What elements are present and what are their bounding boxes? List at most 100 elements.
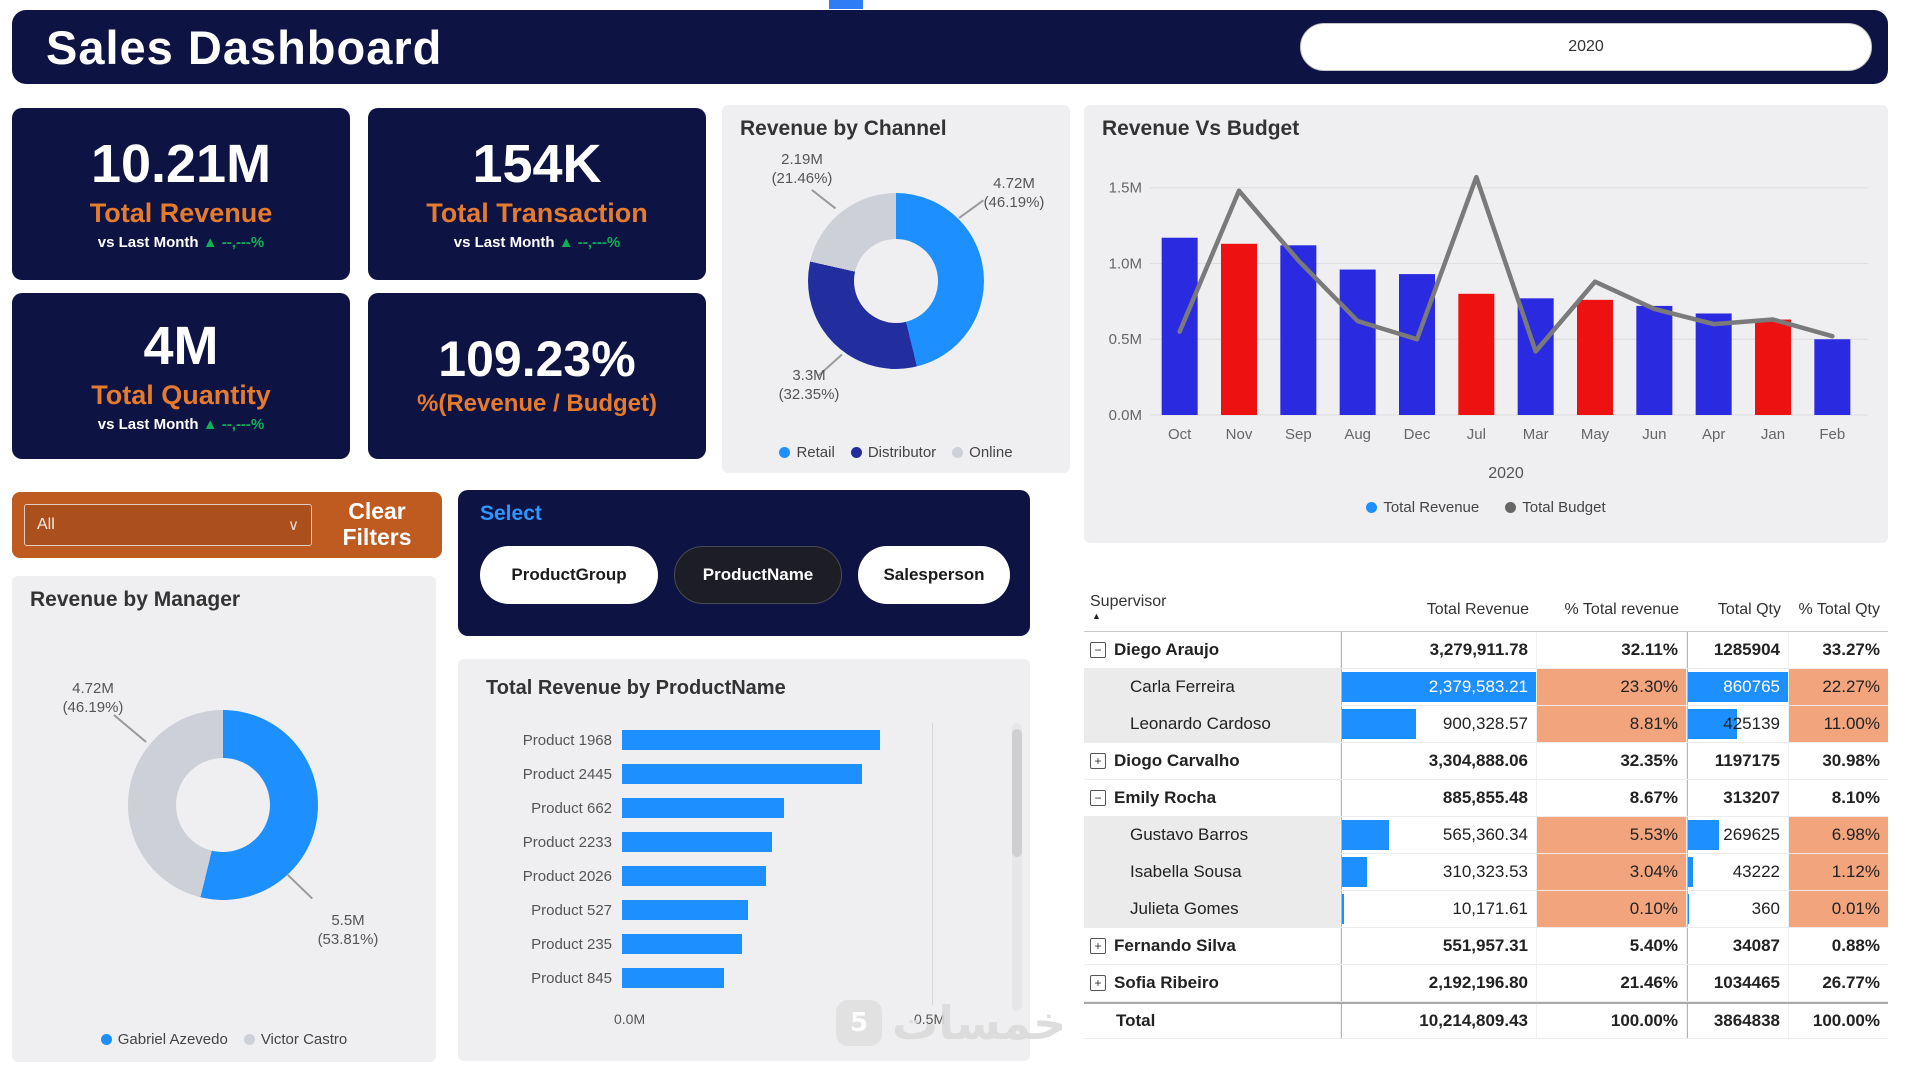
callout-line [811,189,837,209]
header-bar: Sales Dashboard 2020 [12,10,1888,84]
revenue-data-bar [1342,709,1416,739]
supervisor-name-cell: − Emily Rocha [1084,780,1341,816]
qty-data-bar [1688,820,1719,850]
table-row-diego-araujo[interactable]: − Diego Araujo 3,279,911.78 32.11% 128590… [1084,632,1888,669]
table-row-diogo-carvalho[interactable]: + Diogo Carvalho 3,304,888.06 32.35% 1197… [1084,743,1888,780]
table-row-leonardo-cardoso[interactable]: Leonardo Cardoso 900,328.57 8.81% 425139… [1084,706,1888,743]
revenue-vs-budget-chart[interactable]: 0.0M 0.5M 1.0M 1.5M Oct Nov Sep Aug Dec Jul Mar May… [1098,151,1870,463]
donut-hole [854,239,938,323]
product-bar[interactable] [622,791,934,825]
salesperson-name-cell: Isabella Sousa [1084,854,1341,890]
filter-dropdown[interactable]: All ∨ [24,504,312,546]
salesperson-name-cell: Carla Ferreira [1084,669,1341,705]
pct-qty-cell: 0.88% [1831,936,1880,955]
callout-gabriel-azevedo: 5.5M (53.81%) [317,912,379,948]
legend-item-online: Online [952,444,1013,461]
product-label: Product 235 [531,935,612,953]
product-bar[interactable] [622,893,934,927]
svg-text:Mar: Mar [1523,426,1549,443]
svg-text:May: May [1581,426,1610,443]
product-bar[interactable] [622,825,934,859]
column-header-total-revenue[interactable]: Total Revenue [1426,600,1529,618]
product-bar[interactable] [622,927,934,961]
product-bar[interactable] [622,859,934,893]
pct-qty-cell: 26.77% [1822,973,1880,992]
table-header-row: Supervisor ▲ Total Revenue % Total reven… [1084,588,1888,632]
column-header-supervisor[interactable]: Supervisor ▲ [1090,593,1167,621]
slicer-productname-button[interactable]: ProductName [674,546,842,604]
year-filter[interactable]: 2020 [1300,23,1872,71]
product-bar-row: Product 235 [482,927,948,961]
slicer-salesperson-button[interactable]: Salesperson [858,546,1010,604]
supervisor-name-cell: + Diogo Carvalho [1084,743,1341,779]
pct-revenue-cell: 100.00% [1537,1004,1687,1038]
supervisor-name-cell: − Diego Araujo [1084,632,1341,668]
table-row-emily-rocha[interactable]: − Emily Rocha 885,855.48 8.67% 313207 8.1… [1084,780,1888,817]
pct-revenue-cell: 8.81% [1537,706,1687,742]
revenue-vs-budget-panel: Revenue Vs Budget 0.0M 0.5M 1.0M 1.5M Oct Nov… [1084,105,1888,543]
kpi-delta: --,---% [221,415,265,433]
product-bar[interactable] [622,723,934,757]
svg-text:1.0M: 1.0M [1109,255,1142,272]
expand-toggle[interactable]: + [1090,753,1106,769]
svg-text:Jun: Jun [1642,426,1666,443]
column-header-pct-total-revenue[interactable]: % Total revenue [1564,600,1679,618]
supervisor-name-cell: + Fernando Silva [1084,928,1341,964]
clear-filters-button[interactable]: Clear Filters [342,498,412,550]
kpi-revenue-budget-pct: 109.23% %(Revenue / Budget) [368,293,706,459]
svg-text:Apr: Apr [1702,426,1725,443]
column-header-pct-total-qty[interactable]: % Total Qty [1798,600,1880,618]
pct-qty-cell: 8.10% [1831,788,1880,807]
product-bar-row: Product 662 [482,791,948,825]
collapse-toggle[interactable]: − [1090,642,1106,658]
table-row-carla-ferreira[interactable]: Carla Ferreira 2,379,583.21 23.30% 86076… [1084,669,1888,706]
scrollbar-thumb[interactable] [1012,729,1022,857]
product-bar[interactable] [622,961,934,995]
qty-cell: 3864838 [1687,1004,1789,1038]
collapse-toggle[interactable]: − [1090,790,1106,806]
column-header-total-qty[interactable]: Total Qty [1717,600,1781,618]
callout-distributor: 3.3M (32.35%) [778,367,840,403]
qty-cell: 860765 [1687,669,1789,705]
pct-revenue-cell: 0.10% [1537,891,1687,927]
product-bar-row: Product 2445 [482,757,948,791]
svg-text:Aug: Aug [1344,426,1371,443]
revenue-by-manager-panel: Revenue by Manager 4.72M (46.19%) 5.5M (… [12,576,436,1062]
revenue-by-channel-panel: Revenue by Channel 4.72M (46.19%) 3.3M (… [722,105,1070,473]
expand-toggle[interactable]: + [1090,938,1106,954]
donut-hole [176,758,270,852]
pct-qty-cell: 6.98% [1789,817,1888,853]
delta-up-icon: ▲ [202,415,218,433]
revenue-data-bar [1342,820,1389,850]
pct-qty-cell: 11.00% [1789,706,1888,742]
expand-toggle[interactable]: + [1090,975,1106,991]
revenue-cell: 2,192,196.80 [1341,965,1537,1001]
product-bar[interactable] [622,757,934,791]
svg-text:0.0M: 0.0M [1109,407,1142,424]
kpi-label: Total Transaction [426,197,648,228]
revenue-cell: 310,323.53 [1341,854,1537,890]
table-row-julieta-gomes[interactable]: Julieta Gomes 10,171.61 0.10% 360 0.01% [1084,891,1888,928]
pct-revenue-cell: 23.30% [1537,669,1687,705]
scrollbar[interactable] [1012,723,1022,1011]
pct-revenue-cell: 5.40% [1537,928,1687,964]
table-row-isabella-sousa[interactable]: Isabella Sousa 310,323.53 3.04% 43222 1.… [1084,854,1888,891]
slicer-productgroup-button[interactable]: ProductGroup [480,546,658,604]
svg-text:Sep: Sep [1285,426,1312,443]
svg-text:Nov: Nov [1226,426,1253,443]
table-row-sofia-ribeiro[interactable]: + Sofia Ribeiro 2,192,196.80 21.46% 10344… [1084,965,1888,1002]
watermark: 5 خمسات [836,996,1066,1050]
kpi-value: 109.23% [438,331,636,387]
kpi-label: Total Revenue [89,197,273,228]
table-row-fernando-silva[interactable]: + Fernando Silva 551,957.31 5.40% 34087 0… [1084,928,1888,965]
revenue-cell: 10,171.61 [1341,891,1537,927]
callout-line [287,874,313,899]
revenue-by-manager-donut[interactable] [128,710,318,900]
legend-item-retail: Retail [779,444,835,461]
qty-cell: 425139 [1687,706,1789,742]
dropdown-value: All [37,516,55,533]
pct-revenue-cell: 21.46% [1537,965,1687,1001]
revenue-by-channel-donut[interactable] [808,193,984,369]
table-row-gustavo-barros[interactable]: Gustavo Barros 565,360.34 5.53% 269625 6… [1084,817,1888,854]
gridline [932,723,933,1005]
